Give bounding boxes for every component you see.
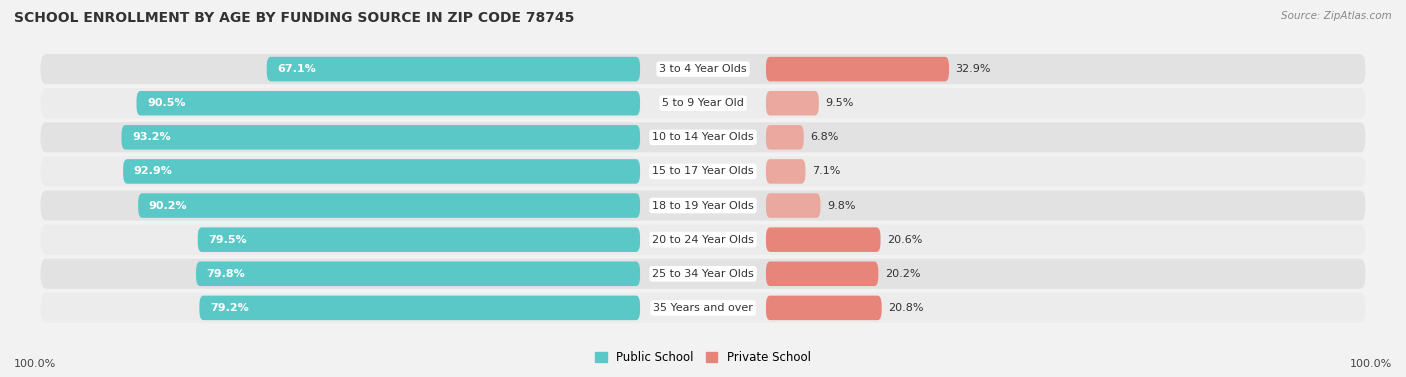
- Text: 90.2%: 90.2%: [149, 201, 187, 211]
- Text: 20.8%: 20.8%: [889, 303, 924, 313]
- Text: 7.1%: 7.1%: [813, 166, 841, 176]
- FancyBboxPatch shape: [124, 159, 640, 184]
- FancyBboxPatch shape: [200, 296, 640, 320]
- FancyBboxPatch shape: [766, 91, 818, 115]
- FancyBboxPatch shape: [267, 57, 640, 81]
- FancyBboxPatch shape: [121, 125, 640, 150]
- FancyBboxPatch shape: [41, 88, 1365, 118]
- FancyBboxPatch shape: [766, 227, 880, 252]
- Text: 20.6%: 20.6%: [887, 234, 922, 245]
- Text: 20.2%: 20.2%: [884, 269, 921, 279]
- FancyBboxPatch shape: [41, 122, 1365, 152]
- Text: 5 to 9 Year Old: 5 to 9 Year Old: [662, 98, 744, 108]
- Text: Source: ZipAtlas.com: Source: ZipAtlas.com: [1281, 11, 1392, 21]
- Text: 93.2%: 93.2%: [132, 132, 170, 143]
- Text: 35 Years and over: 35 Years and over: [652, 303, 754, 313]
- FancyBboxPatch shape: [198, 227, 640, 252]
- FancyBboxPatch shape: [766, 262, 879, 286]
- FancyBboxPatch shape: [41, 190, 1365, 221]
- Text: 92.9%: 92.9%: [134, 166, 173, 176]
- Text: 6.8%: 6.8%: [810, 132, 839, 143]
- Text: 9.5%: 9.5%: [825, 98, 853, 108]
- Text: 25 to 34 Year Olds: 25 to 34 Year Olds: [652, 269, 754, 279]
- Text: 100.0%: 100.0%: [1350, 359, 1392, 369]
- Text: 90.5%: 90.5%: [148, 98, 186, 108]
- Text: 3 to 4 Year Olds: 3 to 4 Year Olds: [659, 64, 747, 74]
- FancyBboxPatch shape: [41, 54, 1365, 84]
- FancyBboxPatch shape: [41, 259, 1365, 289]
- Text: SCHOOL ENROLLMENT BY AGE BY FUNDING SOURCE IN ZIP CODE 78745: SCHOOL ENROLLMENT BY AGE BY FUNDING SOUR…: [14, 11, 575, 25]
- FancyBboxPatch shape: [138, 193, 640, 218]
- Text: 15 to 17 Year Olds: 15 to 17 Year Olds: [652, 166, 754, 176]
- FancyBboxPatch shape: [41, 156, 1365, 187]
- FancyBboxPatch shape: [766, 296, 882, 320]
- Text: 100.0%: 100.0%: [14, 359, 56, 369]
- Legend: Public School, Private School: Public School, Private School: [591, 346, 815, 369]
- FancyBboxPatch shape: [195, 262, 640, 286]
- Text: 79.8%: 79.8%: [207, 269, 246, 279]
- FancyBboxPatch shape: [41, 293, 1365, 323]
- Text: 67.1%: 67.1%: [277, 64, 316, 74]
- Text: 18 to 19 Year Olds: 18 to 19 Year Olds: [652, 201, 754, 211]
- Text: 10 to 14 Year Olds: 10 to 14 Year Olds: [652, 132, 754, 143]
- Text: 9.8%: 9.8%: [827, 201, 856, 211]
- FancyBboxPatch shape: [41, 225, 1365, 255]
- FancyBboxPatch shape: [766, 57, 949, 81]
- Text: 79.5%: 79.5%: [208, 234, 247, 245]
- FancyBboxPatch shape: [766, 125, 804, 150]
- Text: 20 to 24 Year Olds: 20 to 24 Year Olds: [652, 234, 754, 245]
- FancyBboxPatch shape: [136, 91, 640, 115]
- Text: 32.9%: 32.9%: [956, 64, 991, 74]
- FancyBboxPatch shape: [766, 193, 821, 218]
- Text: 79.2%: 79.2%: [209, 303, 249, 313]
- FancyBboxPatch shape: [766, 159, 806, 184]
